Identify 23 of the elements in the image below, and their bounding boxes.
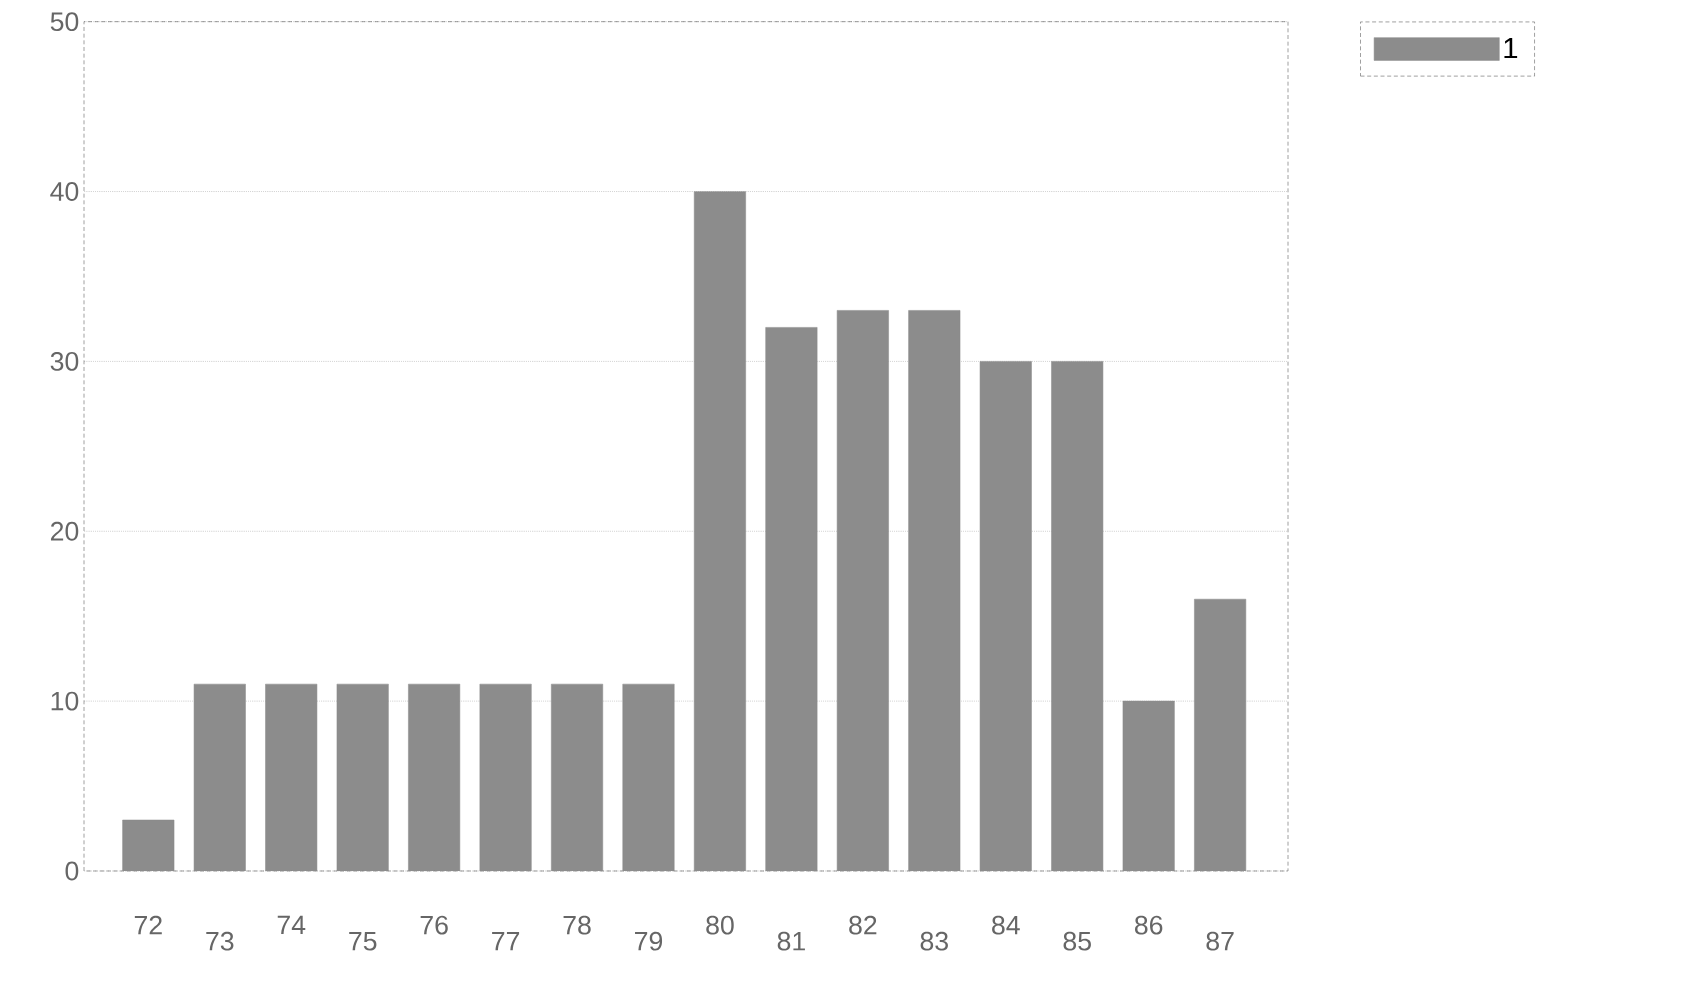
y-tick-label: 20: [50, 521, 79, 541]
x-tick-label: 75: [349, 932, 377, 951]
x-tick-label: 86: [1134, 915, 1163, 935]
x-tick-label: 76: [420, 915, 448, 935]
y-tick-label: 10: [51, 691, 79, 711]
x-tick-label: 72: [134, 915, 162, 935]
x-tick-label: 74: [277, 915, 306, 935]
x-tick-label: 87: [1206, 931, 1234, 951]
x-tick-label: 81: [777, 931, 805, 951]
x-tick-label: 83: [920, 931, 948, 951]
x-tick-label: 73: [206, 931, 234, 951]
y-tick-label: 0: [65, 861, 79, 881]
x-tick-label: 82: [849, 915, 877, 935]
y-tick-label: 30: [50, 351, 79, 371]
x-tick-label: 84: [992, 915, 1020, 935]
x-tick-label: 77: [492, 932, 520, 951]
x-tick-label: 79: [635, 931, 663, 951]
y-tick-label: 40: [50, 182, 79, 201]
legend-label: 1: [1504, 37, 1518, 59]
x-tick-label: 85: [1063, 931, 1091, 951]
x-tick-label: 78: [563, 915, 591, 935]
x-tick-label: 80: [706, 915, 734, 935]
y-tick-label: 50: [50, 12, 79, 32]
